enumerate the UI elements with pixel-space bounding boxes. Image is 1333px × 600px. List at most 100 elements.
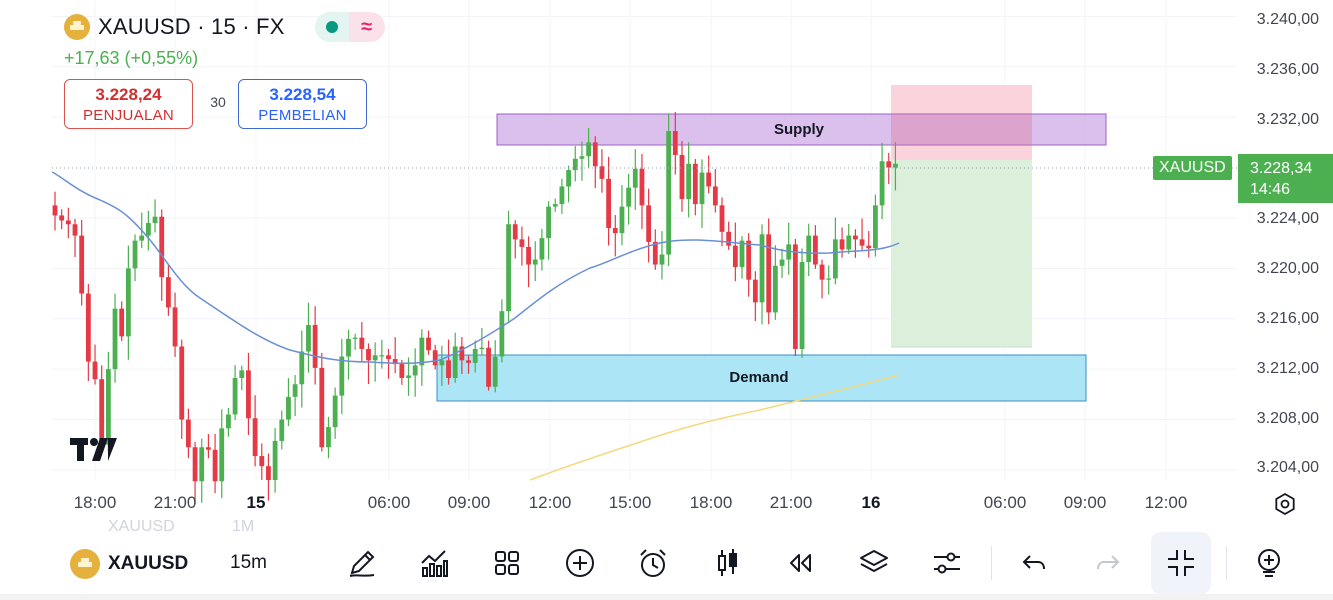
candle-up — [219, 428, 225, 482]
candle-up — [439, 360, 445, 366]
pencil-icon[interactable] — [343, 544, 381, 582]
candle-up — [279, 419, 285, 441]
price-tick: 3.208,00 — [1256, 410, 1319, 427]
candle-up — [559, 186, 565, 205]
candle-up — [666, 131, 672, 255]
sell-button[interactable]: 3.228,24 PENJUALAN — [64, 79, 193, 129]
wave-icon[interactable]: ≈ — [348, 12, 385, 42]
replay-icon[interactable] — [781, 544, 819, 582]
candle-up — [846, 235, 852, 250]
candle-up — [326, 427, 331, 448]
home-indicator-bar — [0, 594, 1333, 600]
candle-up — [239, 370, 245, 378]
candle-up — [112, 308, 118, 370]
candle-down — [65, 220, 71, 225]
candle-down — [246, 370, 251, 419]
undo-icon[interactable] — [1015, 544, 1053, 582]
ema-slow-line — [529, 374, 900, 481]
candle-down — [186, 419, 191, 448]
dot-icon[interactable] — [314, 12, 349, 42]
demand-zone[interactable] — [436, 354, 1087, 402]
candle-down — [119, 308, 125, 337]
indicator-pill[interactable]: ≈ — [314, 12, 385, 42]
candle-up — [292, 384, 298, 397]
candle-down — [259, 456, 265, 467]
candle-down — [639, 168, 645, 206]
candle-down — [426, 337, 431, 351]
candle-down — [839, 239, 845, 250]
candle-down — [819, 264, 825, 280]
candle-down — [72, 224, 78, 236]
candle-up — [586, 142, 591, 157]
time-tick: 09:00 — [1063, 493, 1107, 512]
candle-up — [772, 265, 778, 313]
candle-down — [719, 205, 725, 232]
symbol-title[interactable]: XAUUSD · 15 · FX — [98, 14, 285, 39]
candle-up — [479, 347, 485, 349]
candle-up — [272, 440, 278, 480]
candle-down — [486, 347, 491, 387]
symbol-switcher[interactable]: XAUUSD — [70, 549, 188, 579]
indicators-icon[interactable] — [415, 544, 453, 582]
candle-up — [412, 365, 418, 376]
add-zoom-icon[interactable] — [1250, 544, 1288, 582]
ghost-list-symbol: XAUUSD — [108, 518, 175, 535]
candle-up — [686, 163, 692, 200]
layers-icon[interactable] — [855, 544, 893, 582]
candle-down — [679, 154, 685, 200]
price-tick: 3.216,00 — [1256, 310, 1319, 327]
symbol-header[interactable]: XAUUSD · 15 · FX ≈ — [64, 12, 385, 42]
candle-up — [379, 355, 385, 357]
candles-icon[interactable] — [708, 544, 746, 582]
sell-label: PENJUALAN — [82, 107, 175, 124]
candle-down — [606, 178, 612, 229]
candle-up — [332, 395, 338, 428]
add-circle-icon[interactable] — [561, 544, 599, 582]
buy-button[interactable]: 3.228,54 PEMBELIAN — [238, 79, 367, 129]
gold-icon — [70, 549, 100, 579]
candle-up — [532, 259, 538, 265]
time-tick: 18:00 — [73, 493, 117, 512]
candle-up — [619, 206, 625, 234]
candle-up — [125, 268, 131, 337]
time-tick: 12:00 — [1144, 493, 1188, 512]
time-tick: 09:00 — [447, 493, 491, 512]
candle-down — [526, 246, 531, 265]
alarm-icon[interactable] — [634, 544, 672, 582]
candle-up — [632, 168, 638, 188]
current-price-box: 3.228,34 14:46 — [1238, 154, 1333, 203]
supply-zone[interactable] — [496, 113, 1107, 146]
candle-down — [366, 348, 371, 361]
grid-icon[interactable] — [488, 544, 526, 582]
candle-up — [492, 356, 498, 387]
candle-down — [706, 172, 712, 187]
demand-label: Demand — [729, 369, 789, 386]
candle-down — [399, 364, 405, 378]
candle-up — [826, 278, 832, 280]
supply-label: Supply — [773, 121, 825, 138]
candle-up — [799, 262, 805, 349]
current-symbol-tag: XAUUSD — [1153, 156, 1232, 180]
interval-switcher[interactable]: 15m — [230, 552, 267, 573]
candle-down — [746, 240, 752, 280]
candle-down — [79, 235, 85, 294]
candle-up — [879, 161, 885, 206]
take-profit-zone[interactable] — [891, 160, 1032, 347]
redo-icon[interactable] — [1089, 544, 1127, 582]
price-tick: 3.236,00 — [1256, 61, 1319, 78]
candle-up — [786, 244, 792, 260]
candle-down — [459, 346, 465, 361]
exit-fullscreen-icon[interactable] — [1162, 544, 1200, 582]
time-tick: 06:00 — [983, 493, 1027, 512]
candle-up — [893, 163, 898, 168]
candle-up — [659, 254, 665, 265]
settings-sliders-icon[interactable] — [928, 544, 966, 582]
candle-down — [599, 166, 605, 179]
candle-down — [319, 367, 325, 448]
supply-sl-overlap — [891, 114, 1032, 145]
chart-settings-icon[interactable] — [1273, 492, 1297, 516]
candle-down — [99, 379, 105, 445]
candle-down — [812, 235, 818, 265]
price-change: +17,63 (+0,55%) — [64, 48, 199, 68]
